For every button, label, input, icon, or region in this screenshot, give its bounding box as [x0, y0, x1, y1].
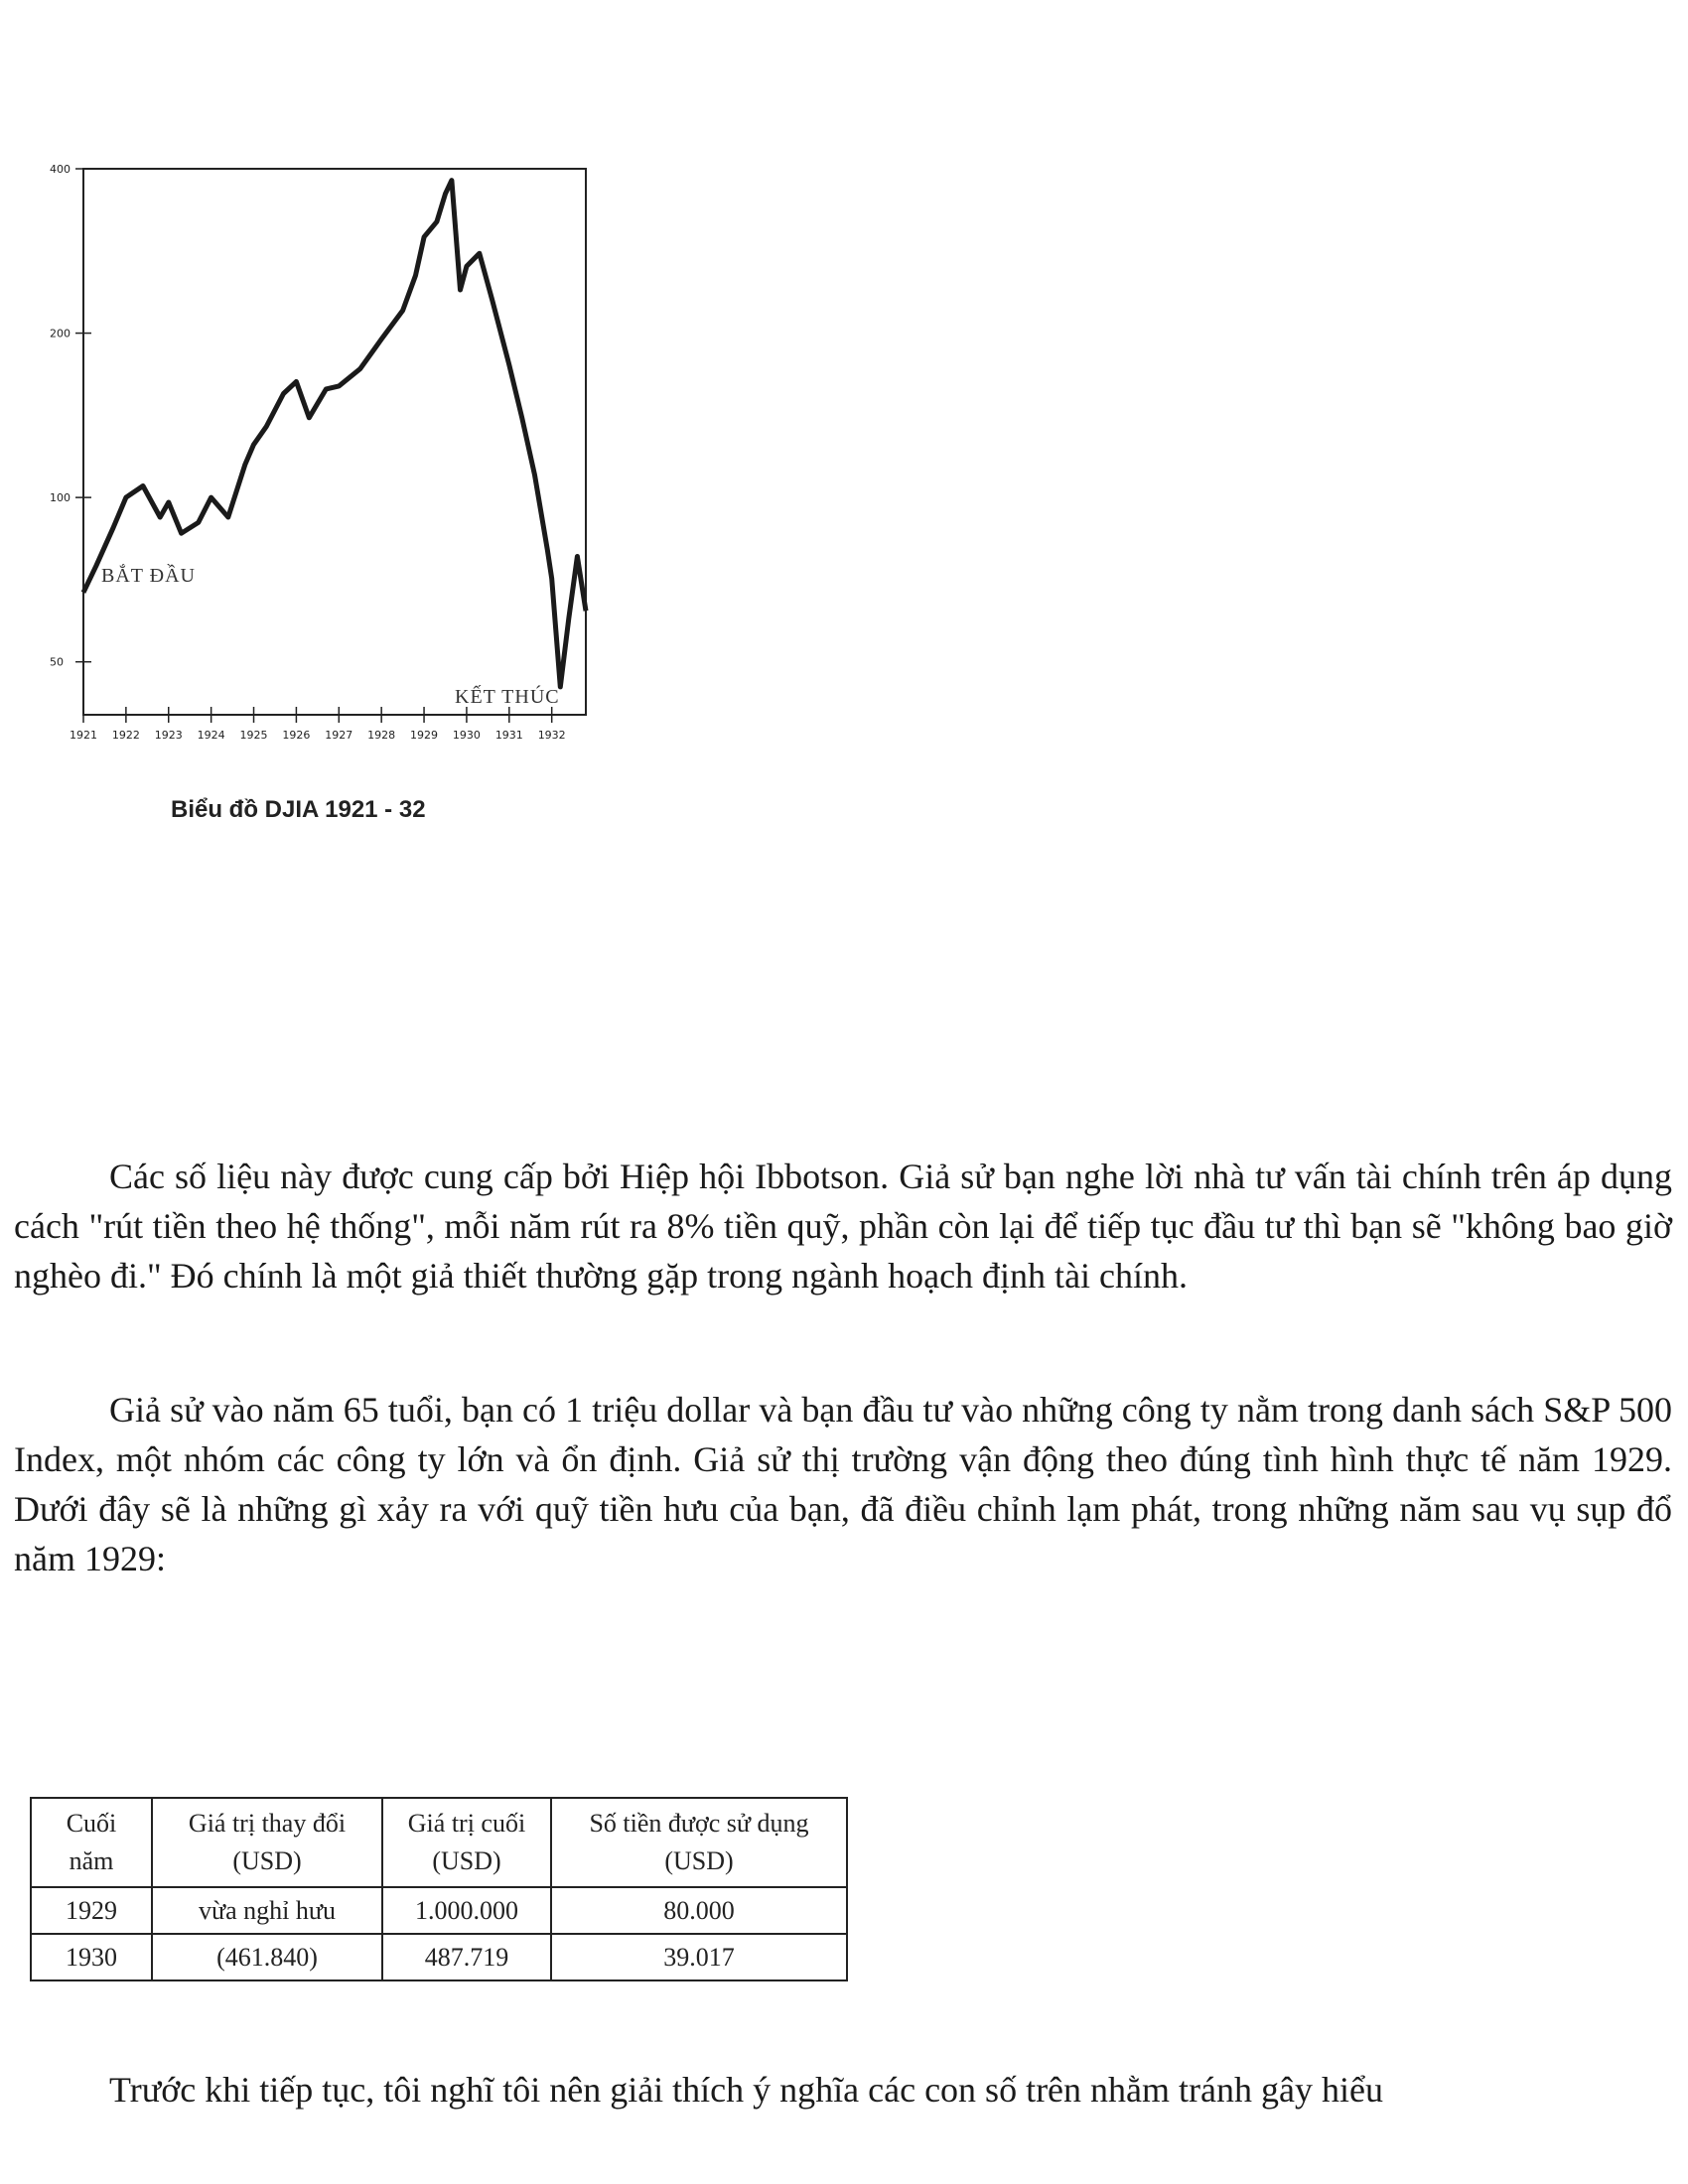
table-cell: 39.017	[550, 1933, 848, 1981]
table-cell: vừa nghỉ hưu	[151, 1886, 383, 1935]
paragraph-2: Giả sử vào năm 65 tuổi, bạn có 1 triệu d…	[14, 1385, 1672, 1583]
y-tick-label: 50	[50, 656, 64, 669]
header-amount-used: Số tiền được sử dụng (USD)	[550, 1797, 848, 1888]
table-cell: 487.719	[381, 1933, 552, 1981]
annotation-start: BẮT ĐẦU	[101, 563, 196, 587]
x-tick-label: 1928	[367, 729, 395, 742]
x-tick-label: 1922	[112, 729, 140, 742]
retirement-fund-table: Cuối năm Giá trị thay đổi (USD) Giá trị cu…	[30, 1797, 848, 1981]
paragraph-3-text: Trước khi tiếp tục, tôi nghĩ tôi nên giả…	[109, 2070, 1383, 2110]
header-year-end: Cuối năm	[30, 1797, 153, 1888]
x-tick-label: 1930	[453, 729, 481, 742]
x-tick-label: 1929	[410, 729, 438, 742]
plot-frame	[82, 168, 587, 716]
table-header-row: Cuối năm Giá trị thay đổi (USD) Giá trị cu…	[30, 1797, 848, 1888]
x-tick-label: 1932	[538, 729, 566, 742]
y-tick-label: 200	[50, 328, 70, 341]
header-value-change: Giá trị thay đổi (USD)	[151, 1797, 383, 1888]
x-tick-label: 1923	[155, 729, 183, 742]
table-row: 1930 (461.840) 487.719 39.017	[30, 1933, 848, 1981]
paragraph-1-text: Các số liệu này được cung cấp bởi Hiệp h…	[14, 1157, 1672, 1296]
table-cell: 1930	[30, 1933, 153, 1981]
x-tick-label: 1931	[495, 729, 523, 742]
y-tick-label: 100	[50, 491, 70, 504]
table-cell: 1929	[30, 1886, 153, 1935]
x-axis: 1921 1922 1923 1924 1925 1926 1927 1928 1929 1930…	[70, 707, 566, 742]
x-tick-label: 1924	[198, 729, 225, 742]
x-tick-label: 1921	[70, 729, 97, 742]
table-cell: 1.000.000	[381, 1886, 552, 1935]
paragraph-3: Trước khi tiếp tục, tôi nghĩ tôi nên giả…	[14, 2065, 1672, 2115]
x-tick-label: 1925	[240, 729, 268, 742]
y-axis: 400 200 100 50	[50, 163, 91, 669]
paragraph-2-text: Giả sử vào năm 65 tuổi, bạn có 1 triệu d…	[14, 1390, 1672, 1578]
x-tick-label: 1926	[282, 729, 310, 742]
chart-caption: Biểu đồ DJIA 1921 - 32	[171, 796, 426, 823]
table-row: 1929 vừa nghỉ hưu 1.000.000 80.000	[30, 1886, 848, 1935]
annotation-end: KẾT THÚC	[455, 684, 560, 708]
table-cell: 80.000	[550, 1886, 848, 1935]
djia-chart: 400 200 100 50 1921 1922 1923 1924 1925 1926 1927…	[50, 163, 589, 742]
y-tick-label: 400	[50, 163, 70, 176]
djia-series-line	[80, 178, 589, 690]
x-tick-label: 1927	[325, 729, 352, 742]
paragraph-1: Các số liệu này được cung cấp bởi Hiệp h…	[14, 1152, 1672, 1300]
table-cell: (461.840)	[151, 1933, 383, 1981]
djia-figure: 400 200 100 50 1921 1922 1923 1924 1925 1926 1927…	[50, 149, 606, 844]
header-end-value: Giá trị cuối (USD)	[381, 1797, 552, 1888]
